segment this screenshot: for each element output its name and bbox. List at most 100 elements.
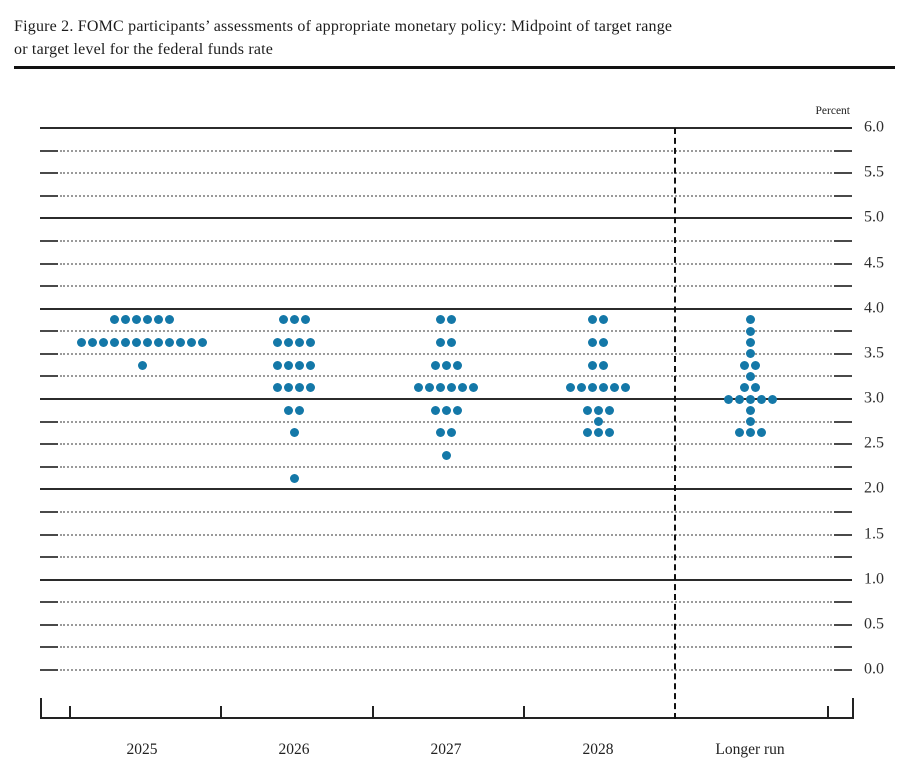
- gridline-solid: [40, 217, 852, 219]
- dot: [99, 338, 108, 348]
- dot: [132, 338, 141, 348]
- dot: [441, 405, 451, 415]
- dot: [599, 383, 608, 393]
- gridline-right-tick: [834, 240, 852, 242]
- dot: [447, 338, 456, 348]
- gridline-left-tick: [40, 443, 58, 445]
- dot: [745, 394, 755, 404]
- dot: [458, 383, 467, 393]
- dot: [436, 338, 445, 348]
- dot: [273, 383, 282, 393]
- dot: [441, 450, 451, 460]
- dot: [588, 383, 597, 393]
- gridline-left-tick: [40, 263, 58, 265]
- gridline-left-tick: [40, 534, 58, 536]
- dot: [165, 338, 174, 348]
- x-axis-tick: [220, 706, 222, 717]
- dot: [745, 326, 755, 336]
- gridline-right-tick: [834, 263, 852, 265]
- gridline-dotted: [60, 511, 832, 513]
- x-axis-baseline: [40, 717, 854, 719]
- dot: [176, 338, 185, 348]
- gridline-right-tick: [834, 443, 852, 445]
- gridline-right-tick: [834, 150, 852, 152]
- dot: [289, 473, 299, 483]
- gridline-dotted: [60, 601, 832, 603]
- dot: [452, 360, 462, 370]
- dot: [588, 315, 597, 325]
- gridline-dotted: [60, 466, 832, 468]
- dot: [745, 405, 755, 415]
- y-axis-label: 5.0: [864, 208, 884, 226]
- dot: [745, 315, 755, 325]
- dot: [447, 383, 456, 393]
- dot: [284, 383, 293, 393]
- gridline-left-tick: [40, 285, 58, 287]
- gridline-right-tick: [834, 669, 852, 671]
- gridline-right-tick: [834, 466, 852, 468]
- gridline-left-tick: [40, 601, 58, 603]
- dot: [734, 428, 744, 438]
- dot: [284, 405, 293, 415]
- gridline-right-tick: [834, 511, 852, 513]
- y-axis-label: 4.5: [864, 254, 884, 272]
- dot: [577, 383, 586, 393]
- x-axis-category-label: 2025: [126, 741, 158, 758]
- y-axis-label: 5.5: [864, 163, 884, 181]
- gridline-left-tick: [40, 624, 58, 626]
- dot: [289, 315, 299, 325]
- x-axis-right-end: [852, 698, 854, 717]
- gridline-dotted: [60, 353, 832, 355]
- gridline-dotted: [60, 150, 832, 152]
- dot: [740, 360, 749, 370]
- dot: [284, 338, 293, 348]
- dot: [599, 360, 608, 370]
- dot: [143, 338, 152, 348]
- dot: [566, 383, 575, 393]
- percent-axis-label: Percent: [815, 105, 850, 117]
- dot: [436, 315, 445, 325]
- dot: [745, 338, 755, 348]
- gridline-dotted: [60, 556, 832, 558]
- dot: [441, 360, 451, 370]
- gridline-left-tick: [40, 195, 58, 197]
- dot: [599, 338, 608, 348]
- gridline-right-tick: [834, 195, 852, 197]
- dot: [582, 405, 592, 415]
- gridline-left-tick: [40, 466, 58, 468]
- dot: [593, 405, 603, 415]
- gridline-right-tick: [834, 353, 852, 355]
- dot: [110, 315, 119, 325]
- gridline-right-tick: [834, 646, 852, 648]
- dot: [121, 315, 130, 325]
- dot: [295, 360, 304, 370]
- y-axis-label: 1.5: [864, 525, 884, 543]
- x-axis-category-label: 2028: [582, 741, 614, 758]
- dot: [306, 338, 315, 348]
- dot: [593, 417, 603, 427]
- dot: [447, 315, 456, 325]
- dot: [751, 383, 760, 393]
- dot: [430, 360, 440, 370]
- gridline-dotted: [60, 285, 832, 287]
- figure-title-line-2: or target level for the federal funds ra…: [14, 41, 274, 58]
- dot: [273, 360, 282, 370]
- y-axis-label: 2.5: [864, 434, 884, 452]
- gridline-left-tick: [40, 669, 58, 671]
- dot: [745, 417, 755, 427]
- y-axis-label: 1.0: [864, 570, 884, 588]
- dot: [273, 338, 282, 348]
- x-axis-tick: [827, 706, 829, 717]
- dot: [143, 315, 152, 325]
- dot: [154, 315, 163, 325]
- dot: [121, 338, 130, 348]
- gridline-left-tick: [40, 375, 58, 377]
- gridline-dotted: [60, 534, 832, 536]
- dot: [165, 315, 174, 325]
- dot: [295, 383, 304, 393]
- dot: [588, 338, 597, 348]
- gridline-solid: [40, 579, 852, 581]
- dot: [604, 428, 614, 438]
